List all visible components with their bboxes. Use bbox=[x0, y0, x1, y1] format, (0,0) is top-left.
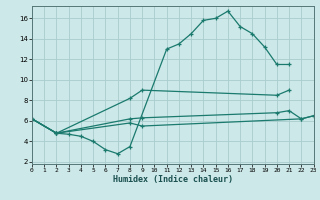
X-axis label: Humidex (Indice chaleur): Humidex (Indice chaleur) bbox=[113, 175, 233, 184]
